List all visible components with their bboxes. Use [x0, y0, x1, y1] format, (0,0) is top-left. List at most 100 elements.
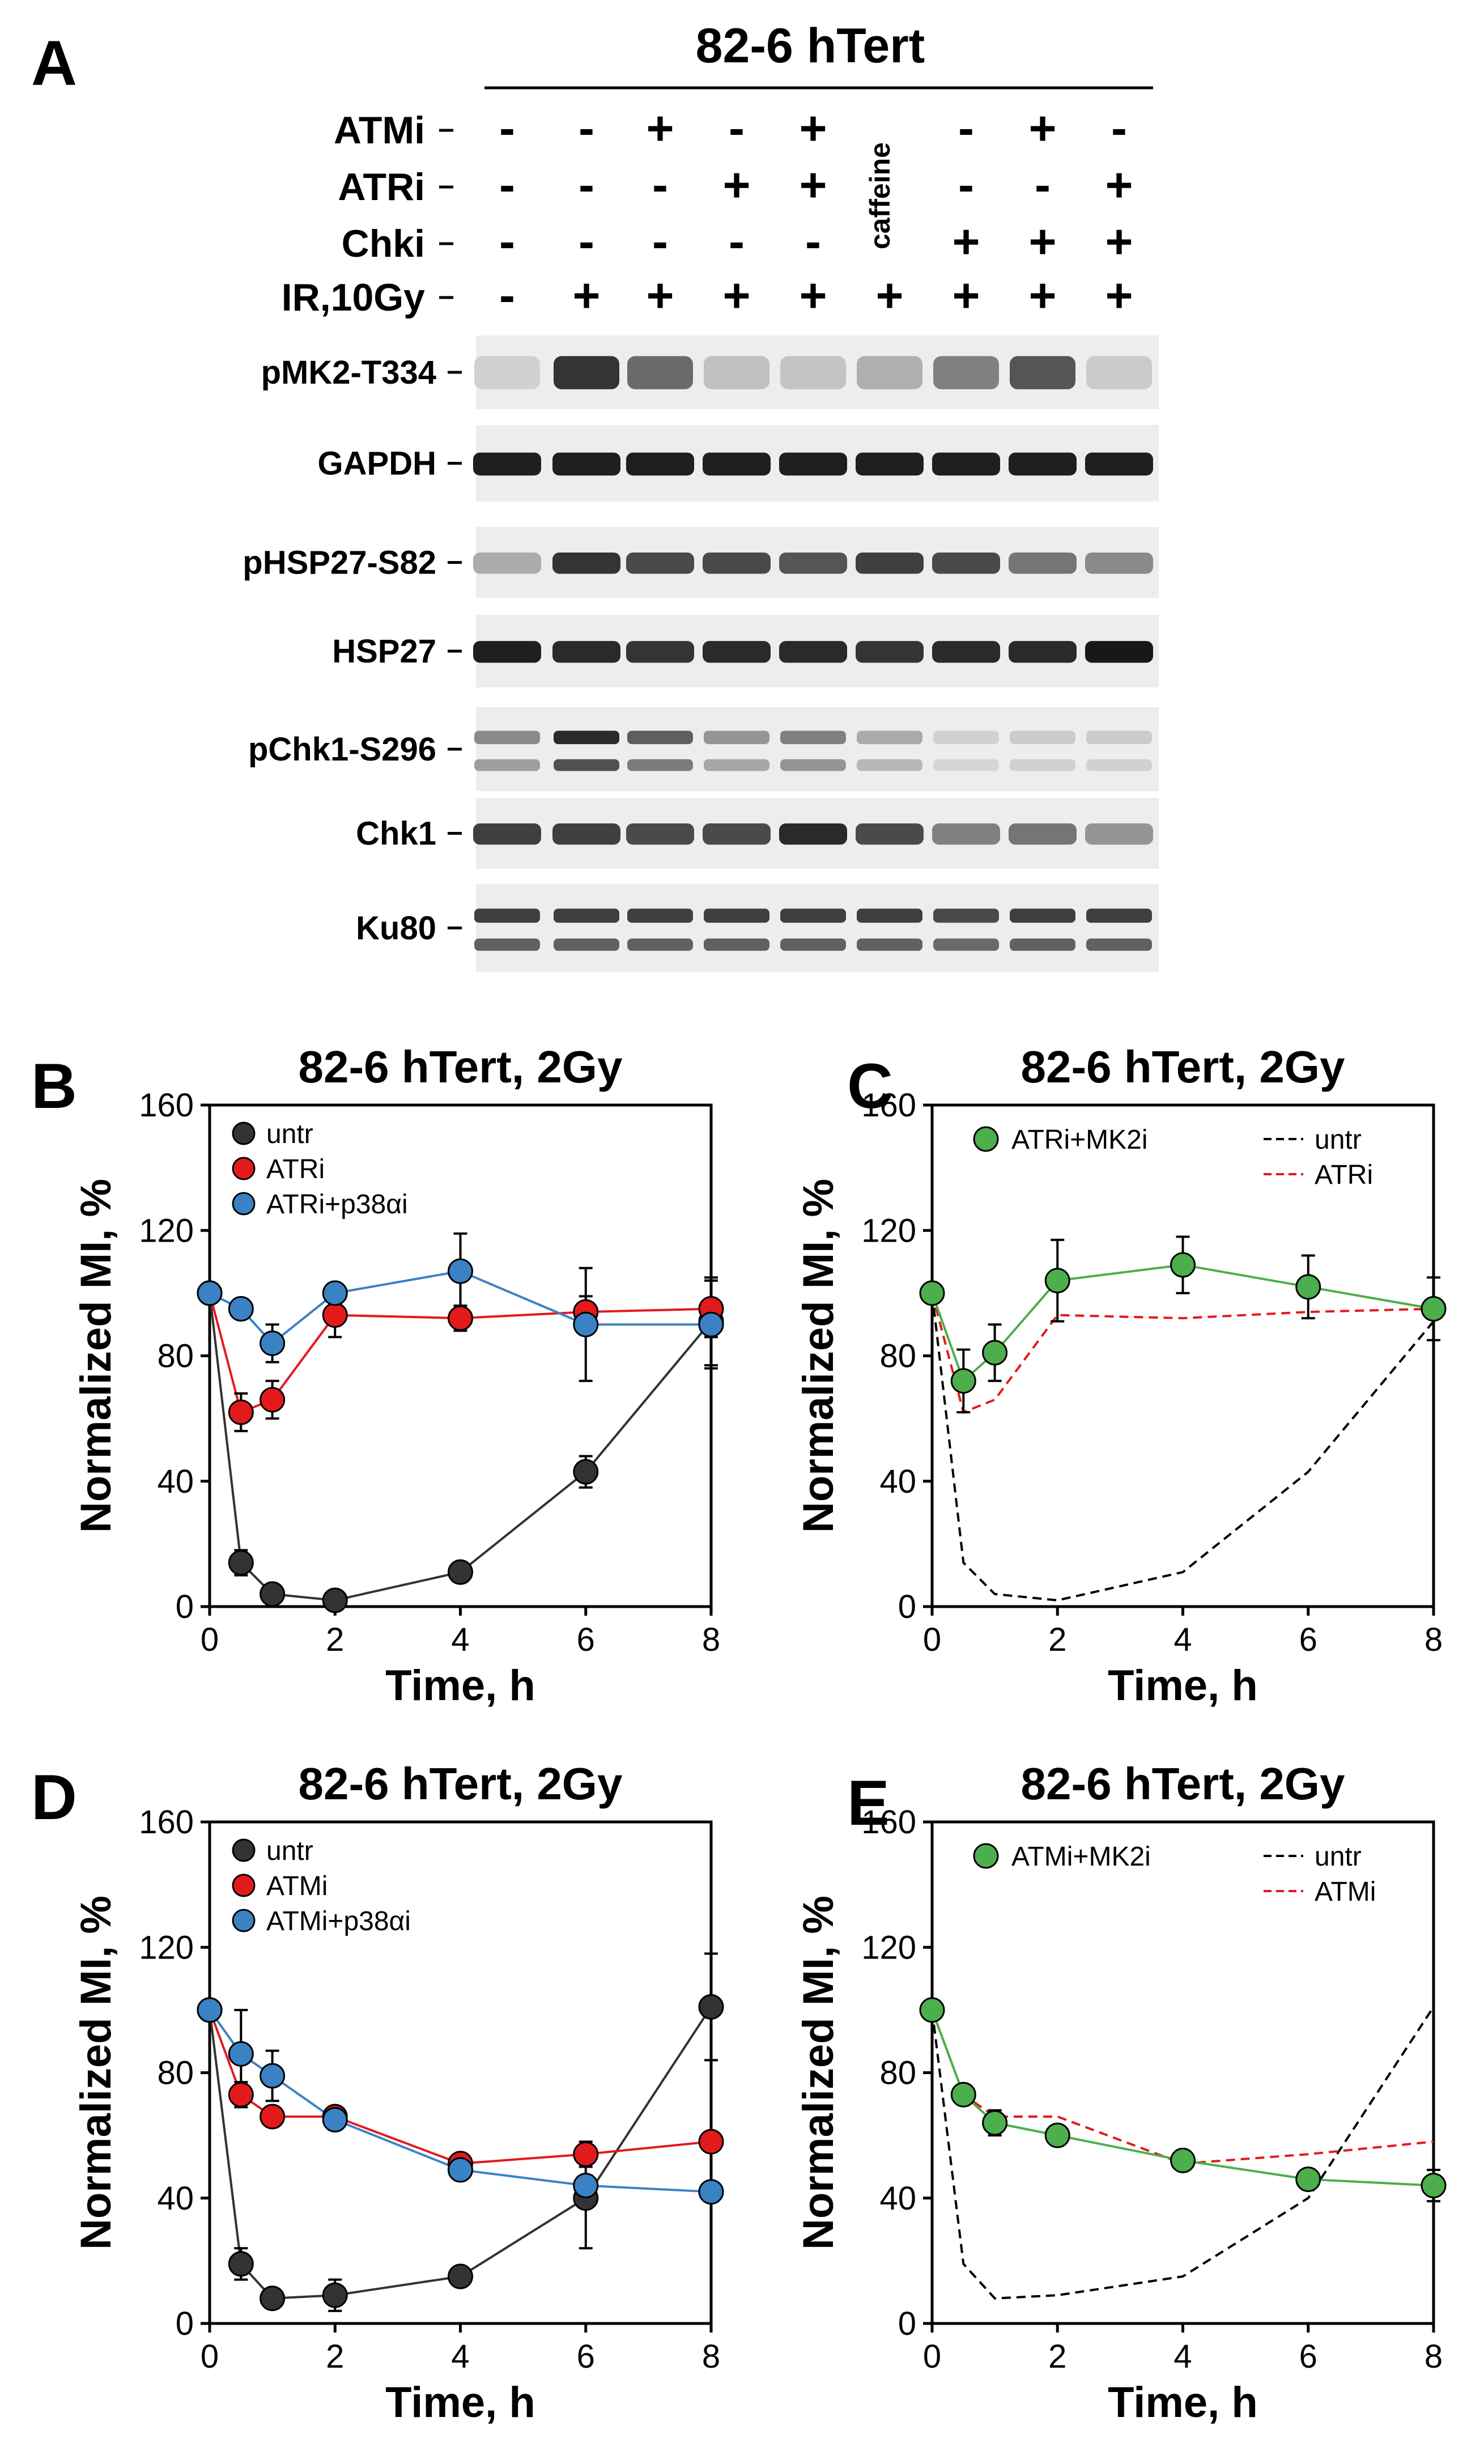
data-point-ATMi [260, 2104, 286, 2130]
blot-band [1009, 641, 1077, 663]
data-point-ATRi+MK2i [1421, 1296, 1447, 1322]
y-tick-label: 120 [139, 1929, 194, 1966]
data-point-ATRi+p38αi [573, 1311, 599, 1337]
data-point-ATRi+p38αi [260, 1330, 286, 1356]
legend-label: ATRi+p38αi [266, 1189, 408, 1220]
x-tick-label: 8 [702, 2338, 720, 2375]
legend-marker [232, 1121, 256, 1145]
x-axis-label: Time, h [1108, 1662, 1258, 1710]
data-point-ATRi+p38αi [228, 1296, 254, 1322]
blot-band [1085, 553, 1153, 574]
data-point-ATRi [322, 1302, 348, 1328]
blot-band [1086, 938, 1152, 951]
blot-label: pHSP27-S82 [243, 545, 436, 581]
y-tick-label: 160 [139, 1087, 194, 1124]
legend-label: untr [266, 1119, 313, 1149]
blot-label: Chk1 [356, 815, 436, 852]
blot-label: Ku80 [356, 910, 436, 947]
blot-band [703, 553, 771, 574]
blot-band [857, 938, 922, 951]
blot-band [780, 938, 846, 951]
y-tick-label: 40 [157, 2180, 194, 2217]
data-point-ATRi+p38αi [197, 1280, 223, 1306]
legend-label: untr [1315, 1125, 1362, 1155]
treatment-mark: + [722, 158, 750, 211]
blot-band [856, 553, 924, 574]
x-axis-label: Time, h [1108, 2378, 1258, 2427]
blot-band [704, 908, 769, 923]
legend-marker [232, 1192, 256, 1216]
data-point-ATRi [228, 1399, 254, 1425]
blot-band [780, 730, 846, 745]
legend-marker [232, 1909, 256, 1932]
blot-band [704, 759, 769, 771]
y-tick-label: 80 [879, 2055, 916, 2092]
legend-marker [973, 1126, 999, 1152]
data-point-untr [322, 1587, 348, 1613]
blot-band [1009, 452, 1077, 476]
blot-band [473, 553, 541, 574]
treatment-mark: + [952, 269, 980, 322]
treatment-mark: - [579, 215, 594, 268]
legend-label: ATMi [266, 1871, 328, 1901]
blot-band [626, 641, 694, 663]
y-axis-label: Normalized MI, % [794, 1896, 843, 2250]
chart-title: 82-6 hTert, 2Gy [298, 1042, 623, 1092]
blot-band [554, 356, 619, 389]
x-tick-label: 0 [201, 2338, 219, 2375]
treatment-mark: + [1028, 269, 1056, 322]
legend-label: ATMi [1315, 1877, 1376, 1907]
treatment-mark: + [572, 269, 600, 322]
data-point-ATRi [448, 1305, 473, 1331]
treatment-mark: + [1105, 269, 1133, 322]
legend-label: ATRi [1315, 1160, 1373, 1190]
x-tick-label: 8 [1425, 2338, 1443, 2375]
blot-band [627, 759, 693, 771]
x-tick-label: 2 [1048, 1621, 1066, 1658]
x-tick-label: 6 [577, 2338, 595, 2375]
blot-band [1010, 938, 1075, 951]
blot-band [704, 730, 769, 745]
blot-band [704, 938, 769, 951]
data-point-ATMi [228, 2081, 254, 2108]
blot-band [779, 823, 847, 845]
treatment-mark: - [499, 158, 515, 211]
x-tick-label: 2 [326, 2338, 344, 2375]
blot-band [856, 452, 924, 476]
data-point-ATMi+p38αi [322, 2106, 348, 2132]
blot-band [554, 908, 619, 923]
treatment-mark: + [646, 101, 674, 155]
blot-band [474, 908, 540, 923]
blot-band [1086, 759, 1152, 771]
x-tick-label: 6 [577, 1621, 595, 1658]
treatment-mark: + [799, 269, 827, 322]
y-tick-label: 80 [157, 1338, 194, 1375]
blot-band [1009, 553, 1077, 574]
blot-band [704, 356, 769, 389]
data-point-ATRi+MK2i [982, 1340, 1008, 1366]
data-point-untr [322, 2282, 348, 2308]
x-tick-label: 4 [1173, 1621, 1192, 1658]
data-point-ATRi+MK2i [1170, 1252, 1196, 1278]
blot-band [780, 759, 846, 771]
data-point-untr [260, 1581, 286, 1607]
blot-band [473, 452, 541, 476]
y-tick-label: 120 [861, 1929, 916, 1966]
y-tick-label: 160 [861, 1087, 916, 1124]
data-point-untr [448, 1559, 473, 1585]
blot-band [627, 356, 693, 389]
blot-band [779, 641, 847, 663]
caffeine-label: caffeine [864, 142, 896, 249]
treatment-mark: - [579, 101, 594, 155]
chart-panel-c: C 82-6 hTert, 2Gy 0 40 80 120 160 0 2 4 6 8 Time, h N… [794, 1042, 1447, 1710]
blot-band [554, 938, 619, 951]
blot-band [857, 730, 922, 745]
x-tick-label: 6 [1299, 2338, 1317, 2375]
blot-band [1086, 908, 1152, 923]
panel-a-letter: A [31, 28, 77, 99]
y-tick-label: 80 [879, 1338, 916, 1375]
data-point-ATMi+p38αi [197, 1997, 223, 2023]
blot-label: GAPDH [318, 445, 436, 482]
panel-a-western-blot: A 82-6 hTert ATMi - - + - + - + -ATRi - - - + + - - +Chk… [31, 19, 1159, 972]
